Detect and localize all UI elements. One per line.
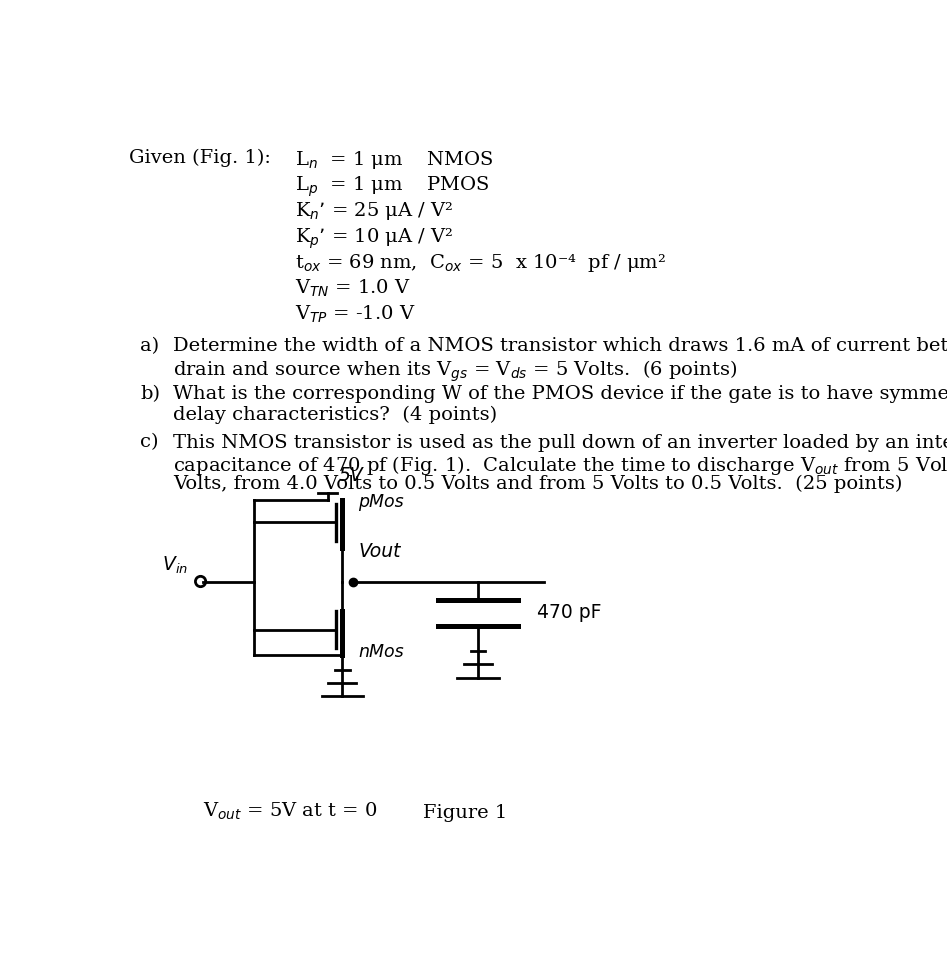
- Text: 470 pF: 470 pF: [537, 604, 601, 623]
- Text: V$_{TN}$ = 1.0 V: V$_{TN}$ = 1.0 V: [295, 278, 410, 300]
- Text: K$_n$’ = 25 μA / V²: K$_n$’ = 25 μA / V²: [295, 201, 453, 222]
- Text: Volts, from 4.0 Volts to 0.5 Volts and from 5 Volts to 0.5 Volts.  (25 points): Volts, from 4.0 Volts to 0.5 Volts and f…: [173, 475, 902, 493]
- Text: pMos: pMos: [358, 493, 404, 511]
- Text: Figure 1: Figure 1: [423, 804, 508, 822]
- Text: b): b): [140, 385, 160, 404]
- Text: L$_n$  = 1 μm    NMOS: L$_n$ = 1 μm NMOS: [295, 149, 493, 171]
- Text: drain and source when its V$_{gs}$ = V$_{ds}$ = 5 Volts.  (6 points): drain and source when its V$_{gs}$ = V$_…: [173, 358, 738, 383]
- Text: Determine the width of a NMOS transistor which draws 1.6 mA of current between: Determine the width of a NMOS transistor…: [173, 337, 947, 356]
- Text: c): c): [140, 433, 159, 452]
- Text: V$_{out}$ = 5V at t = 0: V$_{out}$ = 5V at t = 0: [203, 801, 377, 822]
- Text: t$_{ox}$ = 69 nm,  C$_{ox}$ = 5  x 10⁻⁴  pf / μm²: t$_{ox}$ = 69 nm, C$_{ox}$ = 5 x 10⁻⁴ pf…: [295, 252, 666, 274]
- Text: V$_{TP}$ = -1.0 V: V$_{TP}$ = -1.0 V: [295, 304, 415, 326]
- Text: K$_p$’ = 10 μA / V²: K$_p$’ = 10 μA / V²: [295, 226, 453, 251]
- Text: V$_{in}$: V$_{in}$: [163, 554, 188, 576]
- Text: delay characteristics?  (4 points): delay characteristics? (4 points): [173, 407, 497, 425]
- Text: L$_p$  = 1 μm    PMOS: L$_p$ = 1 μm PMOS: [295, 175, 490, 199]
- Text: This NMOS transistor is used as the pull down of an inverter loaded by an interc: This NMOS transistor is used as the pull…: [173, 433, 947, 452]
- Text: What is the corresponding W of the PMOS device if the gate is to have symmetrica: What is the corresponding W of the PMOS …: [173, 385, 947, 404]
- Text: a): a): [140, 337, 159, 356]
- Text: 5V: 5V: [339, 466, 364, 485]
- Text: nMos: nMos: [358, 643, 404, 661]
- Text: Vout: Vout: [358, 542, 401, 561]
- Text: Given (Fig. 1):: Given (Fig. 1):: [130, 149, 271, 167]
- Text: capacitance of 470 pf (Fig. 1).  Calculate the time to discharge V$_{out}$ from : capacitance of 470 pf (Fig. 1). Calculat…: [173, 455, 947, 478]
